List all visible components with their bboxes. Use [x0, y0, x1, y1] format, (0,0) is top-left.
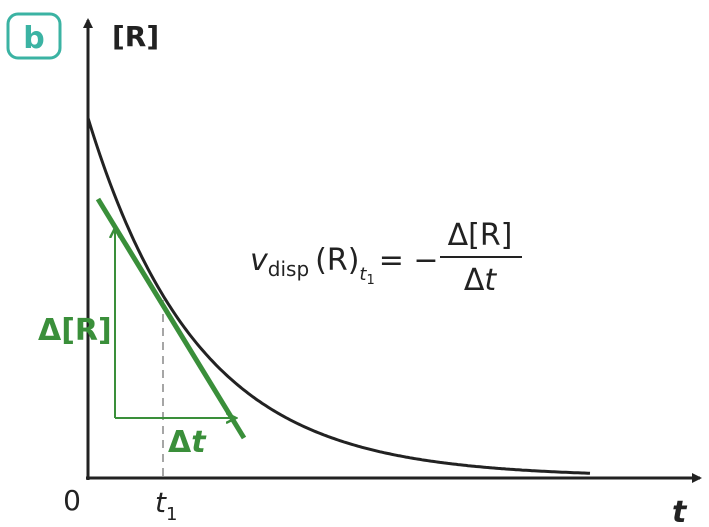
decay-curve: [86, 117, 591, 475]
formula-species: (R): [315, 243, 359, 278]
formula-v: v: [250, 243, 269, 278]
t1-main: t: [155, 486, 167, 519]
formula-denominator: Δt: [464, 263, 498, 298]
origin-label: 0: [63, 484, 81, 517]
formula: vdisp (R)t1 = −: [250, 243, 439, 288]
t1-sub: 1: [166, 504, 177, 525]
formula-numerator: Δ[R]: [448, 218, 513, 253]
formula-t-sub: 1: [366, 273, 374, 288]
y-axis-label: [R]: [112, 20, 159, 53]
delta-r-label: Δ[R]: [38, 313, 112, 348]
denominator-delta: Δ: [464, 263, 485, 298]
formula-t: t: [359, 264, 367, 285]
denominator-t: t: [484, 263, 497, 298]
t1-label: t1: [155, 486, 177, 525]
formula-v-sub: disp: [268, 257, 309, 281]
delta-symbol: Δ: [168, 425, 192, 460]
formula-equals: = −: [379, 243, 439, 278]
x-axis-label: t: [672, 495, 688, 527]
panel-badge: [6, 12, 62, 60]
tangent-line: [95, 197, 247, 440]
delta-t-var: t: [191, 425, 207, 460]
delta-t-label: Δt: [168, 425, 207, 460]
panel-label: b: [23, 21, 44, 56]
